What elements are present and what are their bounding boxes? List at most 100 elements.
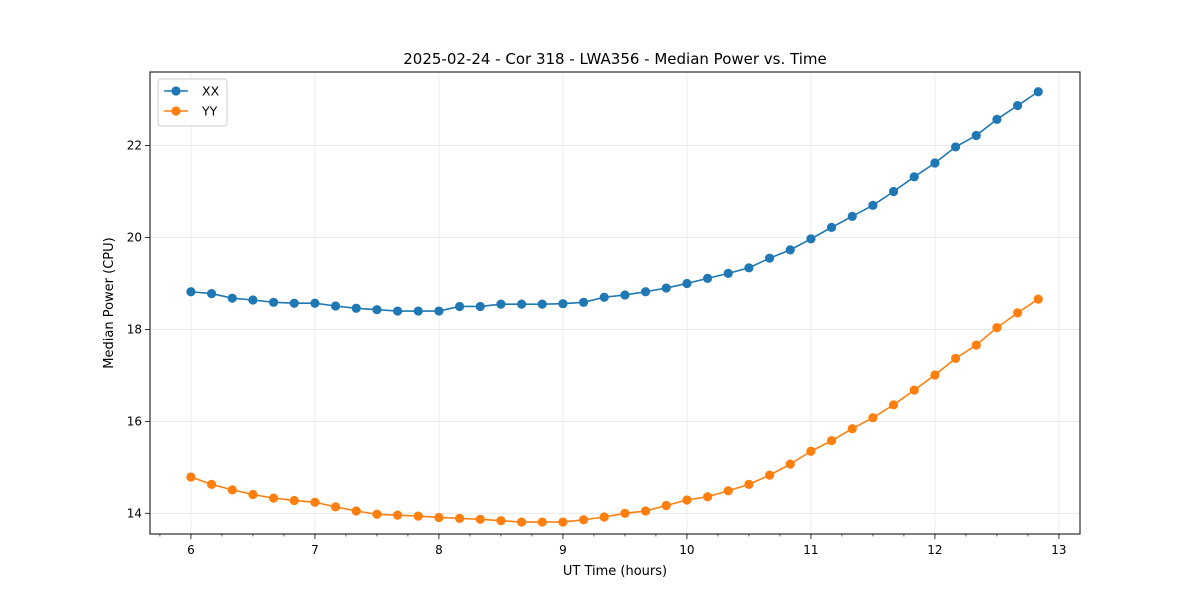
series-yy-point <box>847 424 857 434</box>
x-tick-label: 6 <box>187 543 195 557</box>
series-xx-point <box>516 299 527 309</box>
x-tick-label: 8 <box>435 543 443 557</box>
x-tick-label: 11 <box>803 543 818 557</box>
x-tick-label: 13 <box>1051 543 1066 557</box>
series-yy-point <box>826 436 837 446</box>
series-xx-point <box>909 172 919 182</box>
series-yy-point <box>1012 308 1023 318</box>
series-yy-point <box>454 513 465 523</box>
series-yy-point <box>289 495 299 506</box>
series-xx-point <box>847 211 857 221</box>
series-xx-point <box>330 301 341 311</box>
series-yy-point <box>640 506 651 516</box>
series-yy-point <box>475 514 485 524</box>
x-tick-label: 9 <box>559 543 567 557</box>
legend-entry-yy: YY <box>164 104 218 119</box>
series-yy-point <box>413 511 423 521</box>
series-yy-point <box>186 472 196 482</box>
y-tick-label: 22 <box>127 139 142 153</box>
grid <box>150 72 1080 534</box>
series-yy-point <box>764 470 775 480</box>
series-xx-point <box>826 222 837 232</box>
y-tick-label: 16 <box>127 414 142 428</box>
series-xx-point <box>434 306 444 316</box>
legend-label: XX <box>202 84 220 99</box>
series-yy-point <box>723 486 733 496</box>
y-tick-label: 14 <box>127 506 142 520</box>
chart-title: 2025-02-24 - Cor 318 - LWA356 - Median P… <box>403 50 827 68</box>
series-yy-point <box>971 340 981 350</box>
series-yy-point <box>599 512 609 522</box>
series-yy-point <box>516 517 527 527</box>
legend-label: YY <box>201 104 218 119</box>
series-xx-point <box>268 297 279 307</box>
series-xx <box>186 87 1043 316</box>
y-tick-label: 20 <box>127 230 142 244</box>
x-axis-label: UT Time (hours) <box>563 564 667 579</box>
series-xx-point <box>558 299 568 309</box>
series-xx-point <box>578 297 589 307</box>
y-axis-label: Median Power (CPU) <box>102 237 117 368</box>
series-xx-point <box>310 298 320 308</box>
series-yy-point <box>682 495 692 505</box>
series-yy-point <box>558 517 568 527</box>
legend-marker <box>171 106 181 116</box>
series-xx-point <box>1033 87 1043 97</box>
series-xx-point <box>682 278 692 289</box>
x-tick-label: 7 <box>311 543 319 557</box>
series-yy-point <box>578 515 589 525</box>
series-yy-point <box>537 517 547 527</box>
series-xx-point <box>413 306 423 316</box>
series-xx-point <box>702 273 713 284</box>
series-yy-point <box>992 322 1002 333</box>
series-xx-point <box>764 253 775 263</box>
series-xx-point <box>620 290 630 300</box>
axis-ticks: 6 7 8 9 10 11 12 13 14 16 18 20 22 <box>127 139 1067 557</box>
series-yy-point <box>372 509 382 519</box>
series-yy-point <box>496 516 506 526</box>
series-xx-point <box>950 142 961 152</box>
legend: XX YY <box>157 78 228 127</box>
series-xx-point <box>248 295 258 305</box>
series-yy-point <box>206 479 217 489</box>
series-yy-point <box>888 400 899 410</box>
series-yy-point <box>806 446 816 456</box>
series-yy-point <box>930 370 940 380</box>
series-yy-point <box>785 459 795 469</box>
series-yy-point <box>434 512 444 523</box>
series-yy-point <box>392 510 403 520</box>
legend-entries: XX YY <box>164 84 220 119</box>
legend-marker <box>171 86 181 96</box>
series-xx-point <box>888 186 899 197</box>
series-xx-point <box>640 287 651 297</box>
series-xx-point <box>351 303 361 313</box>
series-yy-point <box>248 489 258 500</box>
series-yy-point <box>950 353 961 363</box>
series-xx-point <box>206 288 217 299</box>
series-yy-point <box>909 385 919 395</box>
series-xx-point <box>186 287 196 297</box>
series-xx-point <box>930 158 940 168</box>
series-yy-point <box>310 497 320 507</box>
series-xx-point <box>537 299 547 309</box>
series-xx-point <box>372 305 382 315</box>
series-yy-point <box>1033 294 1043 304</box>
y-tick-label: 18 <box>127 322 142 336</box>
series-xx-point <box>868 200 878 210</box>
series-xx-point <box>475 301 485 312</box>
x-tick-label: 10 <box>679 543 694 557</box>
series-yy-point <box>227 485 237 495</box>
series-yy-point <box>868 413 878 423</box>
series-yy-point <box>268 493 279 503</box>
legend-entry-xx: XX <box>164 84 220 99</box>
series-yy <box>186 294 1043 527</box>
series-yy-point <box>620 508 630 518</box>
series-xx-point <box>723 268 733 278</box>
series-xx-point <box>971 130 981 141</box>
series-xx-point <box>289 298 299 308</box>
series-xx-point <box>785 245 795 255</box>
series-xx-point <box>227 293 237 303</box>
series-xx-point <box>806 234 816 244</box>
series-yy-point <box>661 500 671 511</box>
